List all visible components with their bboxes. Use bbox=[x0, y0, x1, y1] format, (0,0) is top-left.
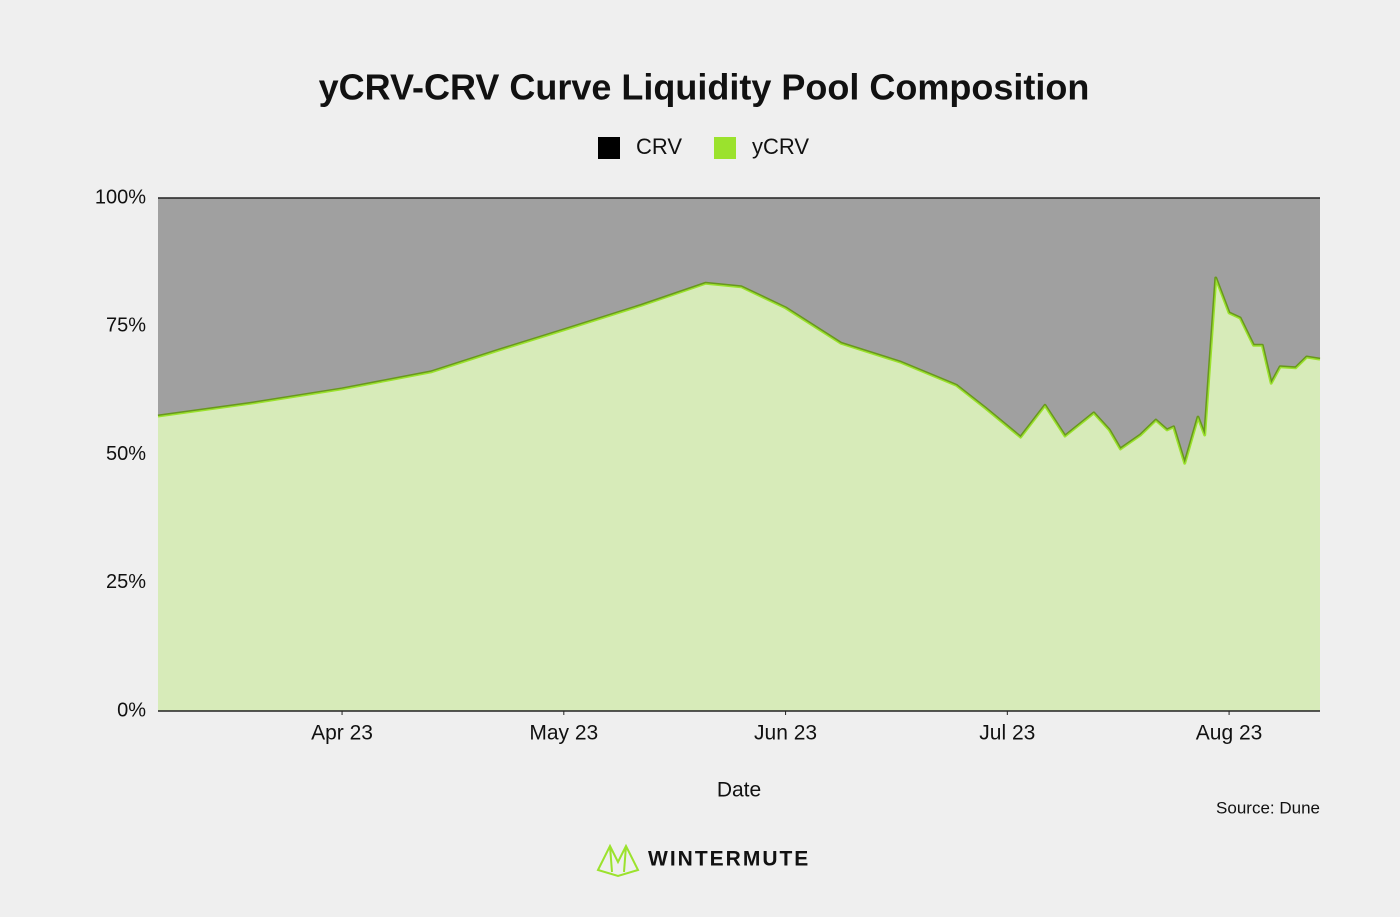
legend-swatch bbox=[714, 137, 736, 159]
x-tick-label: Jul 23 bbox=[979, 722, 1035, 745]
x-tick-label: Aug 23 bbox=[1196, 722, 1263, 745]
y-tick-label: 75% bbox=[106, 315, 146, 337]
x-axis-label: Date bbox=[717, 779, 761, 802]
legend-label: CRV bbox=[636, 134, 682, 159]
y-tick-label: 50% bbox=[106, 443, 146, 465]
legend-label: yCRV bbox=[752, 134, 809, 159]
y-tick-label: 25% bbox=[106, 571, 146, 593]
source: Source: Dune bbox=[1216, 798, 1320, 817]
logo-text: WINTERMUTE bbox=[648, 848, 810, 871]
line bbox=[157, 276, 1321, 465]
area bbox=[158, 198, 1320, 464]
y-tick-label: 0% bbox=[117, 699, 146, 721]
x-tick-label: Apr 23 bbox=[311, 722, 373, 745]
chart-title: yCRV-CRV Curve Liquidity Pool Compositio… bbox=[319, 67, 1090, 108]
x-tick-label: May 23 bbox=[529, 722, 598, 745]
logo-icon bbox=[596, 843, 640, 878]
y-tick-label: 100% bbox=[95, 186, 146, 208]
area bbox=[158, 278, 1320, 711]
x-tick-label: Jun 23 bbox=[754, 722, 817, 745]
legend-swatch bbox=[598, 137, 620, 159]
